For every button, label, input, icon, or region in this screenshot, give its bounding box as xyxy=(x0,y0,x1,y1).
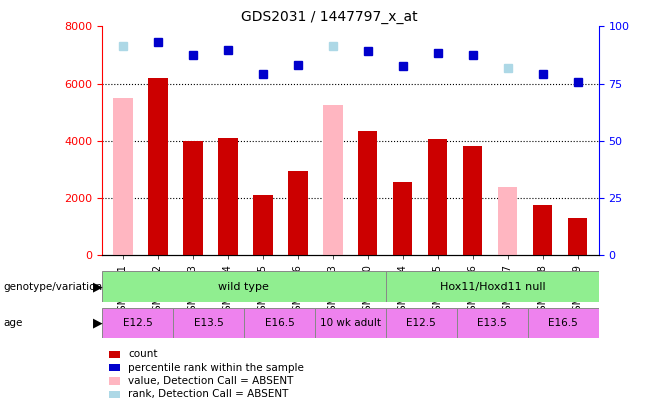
Text: E16.5: E16.5 xyxy=(548,318,578,328)
Text: wild type: wild type xyxy=(218,281,269,292)
Text: 10 wk adult: 10 wk adult xyxy=(320,318,381,328)
Bar xyxy=(244,308,315,338)
Bar xyxy=(386,308,457,338)
Text: E12.5: E12.5 xyxy=(122,318,153,328)
Bar xyxy=(184,141,203,255)
Bar xyxy=(358,131,378,255)
Bar xyxy=(113,98,133,255)
Text: percentile rank within the sample: percentile rank within the sample xyxy=(128,363,304,373)
Bar xyxy=(102,271,386,302)
Text: ▶: ▶ xyxy=(93,316,102,330)
Text: age: age xyxy=(3,318,22,328)
Bar xyxy=(173,308,244,338)
Text: ▶: ▶ xyxy=(93,280,102,293)
Bar xyxy=(457,308,528,338)
Bar xyxy=(288,171,307,255)
Bar xyxy=(498,186,517,255)
Bar xyxy=(323,105,343,255)
Bar xyxy=(315,308,386,338)
Text: Hox11/Hoxd11 null: Hox11/Hoxd11 null xyxy=(440,281,545,292)
Text: E13.5: E13.5 xyxy=(478,318,507,328)
Bar xyxy=(102,308,173,338)
Bar xyxy=(253,195,272,255)
Text: rank, Detection Call = ABSENT: rank, Detection Call = ABSENT xyxy=(128,390,289,399)
Bar xyxy=(533,205,553,255)
Bar xyxy=(393,182,413,255)
Text: genotype/variation: genotype/variation xyxy=(3,281,103,292)
Text: GDS2031 / 1447797_x_at: GDS2031 / 1447797_x_at xyxy=(241,10,417,24)
Bar xyxy=(218,138,238,255)
Text: E16.5: E16.5 xyxy=(265,318,294,328)
Text: count: count xyxy=(128,350,158,359)
Bar xyxy=(386,271,599,302)
Bar xyxy=(568,218,588,255)
Bar xyxy=(428,139,447,255)
Text: E12.5: E12.5 xyxy=(407,318,436,328)
Text: E13.5: E13.5 xyxy=(193,318,223,328)
Bar xyxy=(463,147,482,255)
Text: value, Detection Call = ABSENT: value, Detection Call = ABSENT xyxy=(128,376,293,386)
Bar xyxy=(528,308,599,338)
Bar xyxy=(148,78,168,255)
